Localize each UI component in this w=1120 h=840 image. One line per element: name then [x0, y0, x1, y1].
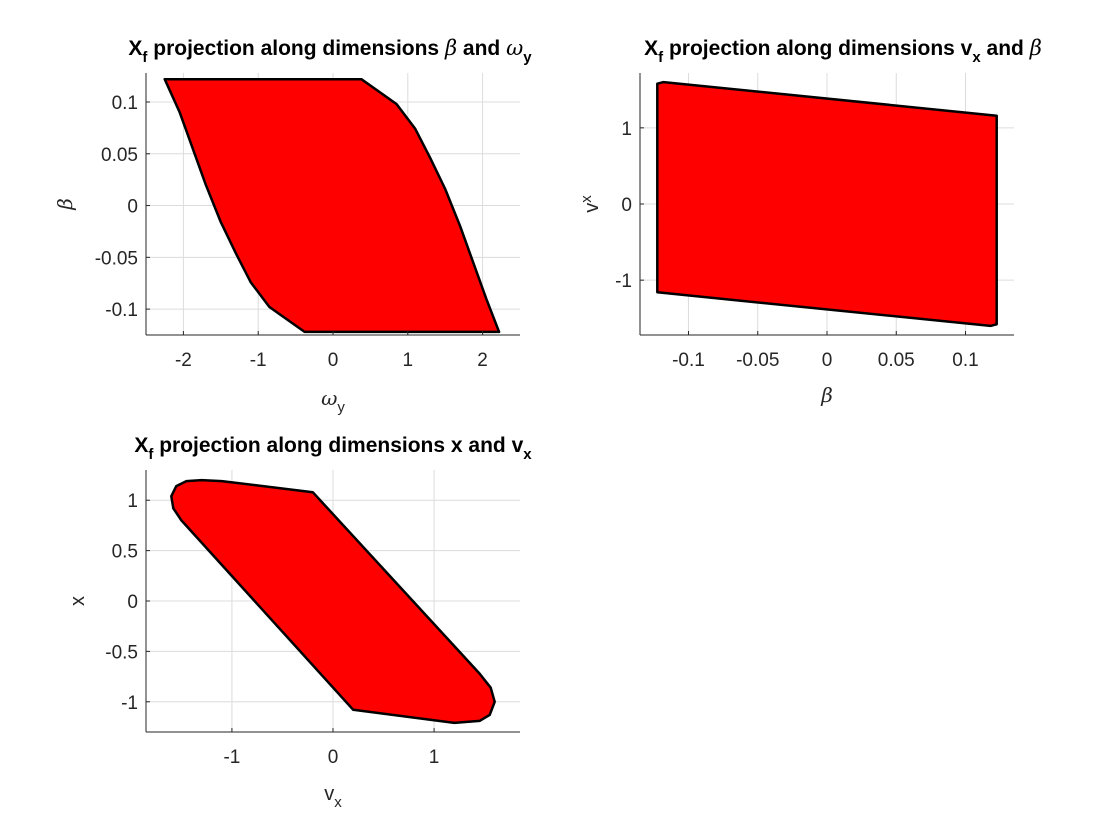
y-tick-label: -0.05 — [95, 248, 138, 269]
y-tick-label: 0.5 — [112, 542, 138, 563]
x-tick-label: -1 — [250, 350, 267, 371]
y-tick-label: 0 — [621, 195, 632, 216]
x-tick-label: 2 — [477, 350, 488, 371]
subplot-2: -0.1 -0.05 0 0.05 0.1 -1 0 1 Xf projection along… — [578, 36, 1042, 407]
y-tick-label: -0.5 — [105, 642, 138, 663]
projection-region — [170, 478, 496, 725]
x-tick-label: -1 — [223, 747, 240, 768]
x-tick-label: -2 — [175, 350, 192, 371]
projection-region — [656, 80, 998, 328]
y-tick-label: 1 — [127, 491, 138, 512]
subplot-3: -1 0 1 -1 -0.5 0 0.5 1 Xf projection along dimen… — [67, 434, 532, 811]
y-axis-label: vx — [578, 195, 603, 213]
x-axis-label: ωy — [321, 386, 345, 416]
x-tick-label: 0 — [328, 747, 339, 768]
chart-title: Xf projection along dimensions vx and β — [644, 36, 1042, 66]
x-tick-label: 1 — [429, 747, 440, 768]
y-tick-label: 0.1 — [112, 93, 138, 114]
chart-title: Xf projection along dimensions x and vx — [134, 434, 532, 463]
x-tick-label: 0 — [328, 350, 339, 371]
y-axis-label: β — [53, 198, 77, 211]
x-tick-label: -0.05 — [736, 350, 779, 371]
y-tick-label: 0 — [127, 592, 138, 613]
x-tick-label: -0.1 — [672, 350, 705, 371]
y-tick-label: 0 — [127, 197, 138, 218]
x-tick-label: 0 — [822, 350, 833, 371]
projection-region — [163, 77, 501, 334]
x-axis-label: β — [820, 383, 833, 407]
y-axis-label: x — [67, 596, 89, 606]
x-axis-label: vx — [324, 783, 342, 811]
subplot-1: -2 -1 0 1 2 -0.1 -0.05 0 0.05 0.1 Xf projection al… — [53, 36, 532, 416]
y-tick-label: -1 — [615, 271, 632, 292]
x-tick-label: 0.1 — [952, 350, 978, 371]
chart-title: Xf projection along dimensions β and ωy — [128, 36, 532, 66]
y-tick-label: -0.1 — [105, 300, 138, 321]
y-tick-label: 1 — [621, 119, 632, 140]
x-tick-label: 1 — [403, 350, 414, 371]
y-tick-label: -1 — [121, 693, 138, 714]
x-tick-label: 0.05 — [878, 350, 915, 371]
y-tick-label: 0.05 — [101, 145, 138, 166]
